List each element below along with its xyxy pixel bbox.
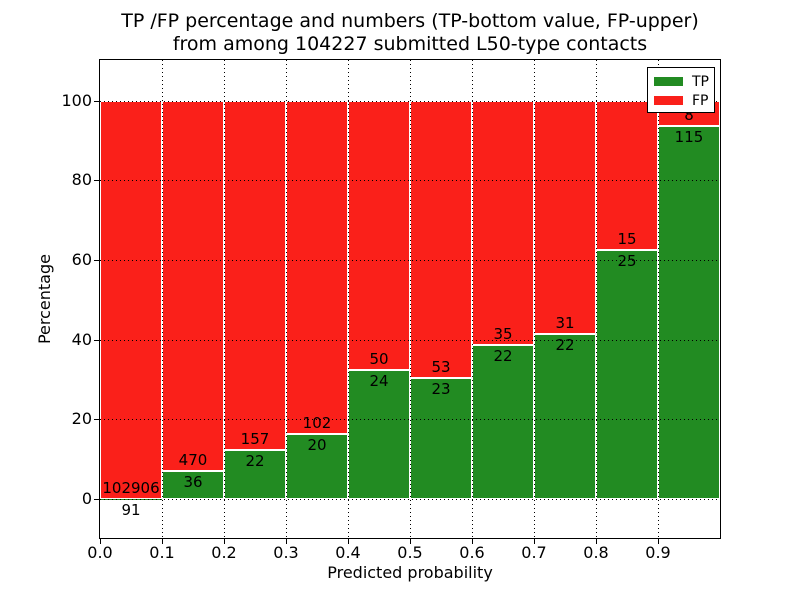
chart-title: TP /FP percentage and numbers (TP-bottom…: [100, 10, 720, 56]
x-tick-label: 0.5: [397, 543, 423, 562]
bar-segment-fp: [410, 100, 472, 379]
gridline-vertical: [472, 60, 473, 538]
gridline-vertical: [534, 60, 535, 538]
bar-label-tp: 22: [555, 335, 575, 354]
x-tick-label: 0.4: [335, 543, 361, 562]
chart-title-line2: from among 104227 submitted L50-type con…: [172, 33, 648, 55]
x-tick-mark: [286, 539, 287, 544]
bar-label-tp: 24: [369, 371, 389, 390]
gridline-vertical: [410, 60, 411, 538]
bar-label-fp: 102: [302, 413, 332, 432]
x-tick-mark: [100, 539, 101, 544]
bar-label-fp: 157: [240, 430, 270, 449]
legend: TP FP: [647, 67, 715, 113]
bar-segment-tp: [224, 450, 286, 499]
bar-label-fp: 102906: [102, 478, 160, 497]
y-tick-label: 60: [71, 249, 92, 269]
gridline-vertical: [162, 60, 163, 538]
y-tick-mark: [94, 419, 99, 421]
y-tick-label: 40: [71, 329, 92, 349]
bar-segment-fp: [534, 100, 596, 334]
bar-segment-tp: [534, 333, 596, 499]
bar-label-fp: 8: [684, 106, 694, 125]
bar-segment-tp: [658, 126, 720, 499]
x-tick-mark: [224, 539, 225, 544]
chart-title-line1: TP /FP percentage and numbers (TP-bottom…: [121, 10, 699, 32]
gridline-vertical: [348, 60, 349, 538]
legend-item-fp: FP: [654, 91, 714, 110]
bar-label-tp: 36: [183, 472, 203, 491]
bar-label-tp: 91: [121, 500, 141, 519]
y-tick-mark: [94, 100, 99, 102]
y-tick-mark: [94, 259, 99, 261]
gridline-vertical: [596, 60, 597, 538]
gridline-vertical: [286, 60, 287, 538]
x-tick-label: 0.6: [459, 543, 485, 562]
bar-segment-tp: [286, 433, 348, 499]
bar-label-tp: 115: [674, 128, 704, 147]
x-tick-mark: [658, 539, 659, 544]
bar-segment-fp: [286, 100, 348, 434]
y-tick-mark: [94, 499, 99, 500]
x-tick-label: 0.2: [211, 543, 237, 562]
bar-label-tp: 22: [493, 347, 513, 366]
y-axis-label: Percentage: [35, 254, 54, 345]
bar-label-tp: 25: [617, 251, 637, 270]
fp-color-swatch: [654, 96, 683, 105]
bar-segment-fp: [100, 100, 162, 499]
x-tick-label: 0.0: [87, 543, 113, 562]
x-tick-label: 0.8: [583, 543, 609, 562]
bar-label-fp: 35: [493, 325, 513, 344]
bar-label-tp: 23: [431, 380, 451, 399]
x-tick-mark: [162, 539, 163, 544]
x-tick-label: 0.9: [645, 543, 671, 562]
y-tick-mark: [94, 180, 99, 182]
x-tick-mark: [410, 539, 411, 544]
y-tick-mark: [94, 339, 99, 341]
y-tick-label: 100: [61, 90, 92, 110]
bar-label-fp: 50: [369, 349, 389, 368]
y-tick-label: 80: [71, 170, 92, 190]
x-tick-label: 0.1: [149, 543, 175, 562]
bar-label-fp: 15: [617, 229, 637, 248]
gridline-vertical: [658, 60, 659, 538]
x-tick-label: 0.7: [521, 543, 547, 562]
legend-item-tp: TP: [654, 72, 714, 91]
x-tick-label: 0.3: [273, 543, 299, 562]
bar-label-fp: 53: [431, 358, 451, 377]
bar-segment-fp: [348, 100, 410, 370]
gridline-vertical: [224, 60, 225, 538]
bar-label-tp: 20: [307, 435, 327, 454]
bar-segment-tp: [472, 345, 534, 499]
y-tick-label: 0: [81, 489, 92, 508]
bar-label-tp: 22: [245, 452, 265, 471]
bar-label-fp: 470: [178, 450, 208, 469]
bar-segment-fp: [224, 100, 286, 451]
bar-label-fp: 31: [555, 313, 575, 332]
bar-segment-fp: [596, 100, 658, 250]
x-tick-mark: [596, 539, 597, 544]
legend-label-tp: TP: [692, 73, 709, 90]
x-tick-mark: [534, 539, 535, 544]
x-tick-mark: [348, 539, 349, 544]
bar-segment-fp: [472, 100, 534, 346]
bar-segment-tp: [596, 249, 658, 499]
plot-area: 102906 91 470 36 157 22 102 20 50 24 53 23 35 22 31 22 1…: [61, 59, 721, 562]
legend-label-fp: FP: [692, 92, 709, 109]
tp-color-swatch: [654, 77, 683, 86]
x-axis-label: Predicted probability: [327, 563, 493, 582]
x-tick-mark: [472, 539, 473, 544]
y-tick-label: 20: [71, 409, 92, 429]
bar-segment-fp: [162, 100, 224, 471]
